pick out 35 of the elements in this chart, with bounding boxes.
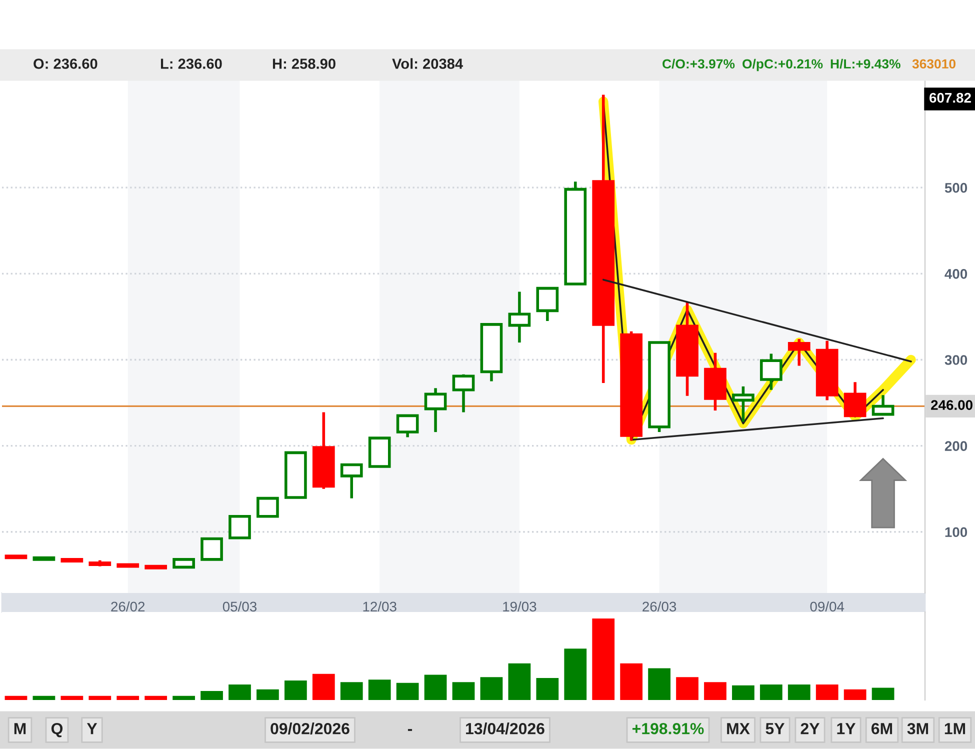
y-tick-label: 300: [944, 355, 968, 365]
text: +198.91%: [632, 722, 704, 734]
text: 09/02/2026: [270, 722, 350, 734]
text: 1Y: [837, 723, 856, 734]
text: 6M: [871, 722, 892, 734]
y-tick-label: 400: [944, 269, 968, 279]
text: Vol: 20384: [392, 58, 463, 69]
text: Q: [51, 722, 63, 738]
text: L: 236.60: [160, 58, 222, 69]
text: Y: [86, 723, 98, 734]
text: -: [408, 729, 412, 731]
text: 3M: [907, 722, 928, 734]
text: O: 236.60: [34, 58, 98, 69]
x-tick-label: 12/03: [363, 601, 396, 612]
text: 5Y: [766, 723, 785, 734]
ref-line-label: 246.00: [931, 400, 972, 410]
text: C/O:+3.97%: [662, 58, 735, 69]
y-tick-label: 100: [945, 527, 968, 538]
x-tick-label: 26/03: [642, 601, 676, 612]
x-tick-label: 05/03: [222, 601, 257, 612]
text: H: 258.90: [272, 58, 336, 69]
text: M: [14, 723, 26, 734]
x-tick-label: 26/02: [111, 601, 145, 612]
text: MX: [727, 723, 750, 734]
text: 607.82: [930, 92, 971, 103]
y-tick-label: 500: [944, 182, 968, 193]
text: 1M: [944, 723, 966, 734]
text: H/L:+9.43%: [830, 58, 900, 69]
text: 13/04/2026: [466, 722, 544, 734]
text: 363010: [912, 59, 956, 69]
y-tick-label: 200: [944, 441, 968, 451]
text: 2Y: [800, 722, 820, 734]
x-tick-label: 09/04: [810, 601, 844, 612]
x-tick-label: 19/03: [503, 601, 536, 612]
text: O/pC:+0.21%: [742, 58, 823, 72]
